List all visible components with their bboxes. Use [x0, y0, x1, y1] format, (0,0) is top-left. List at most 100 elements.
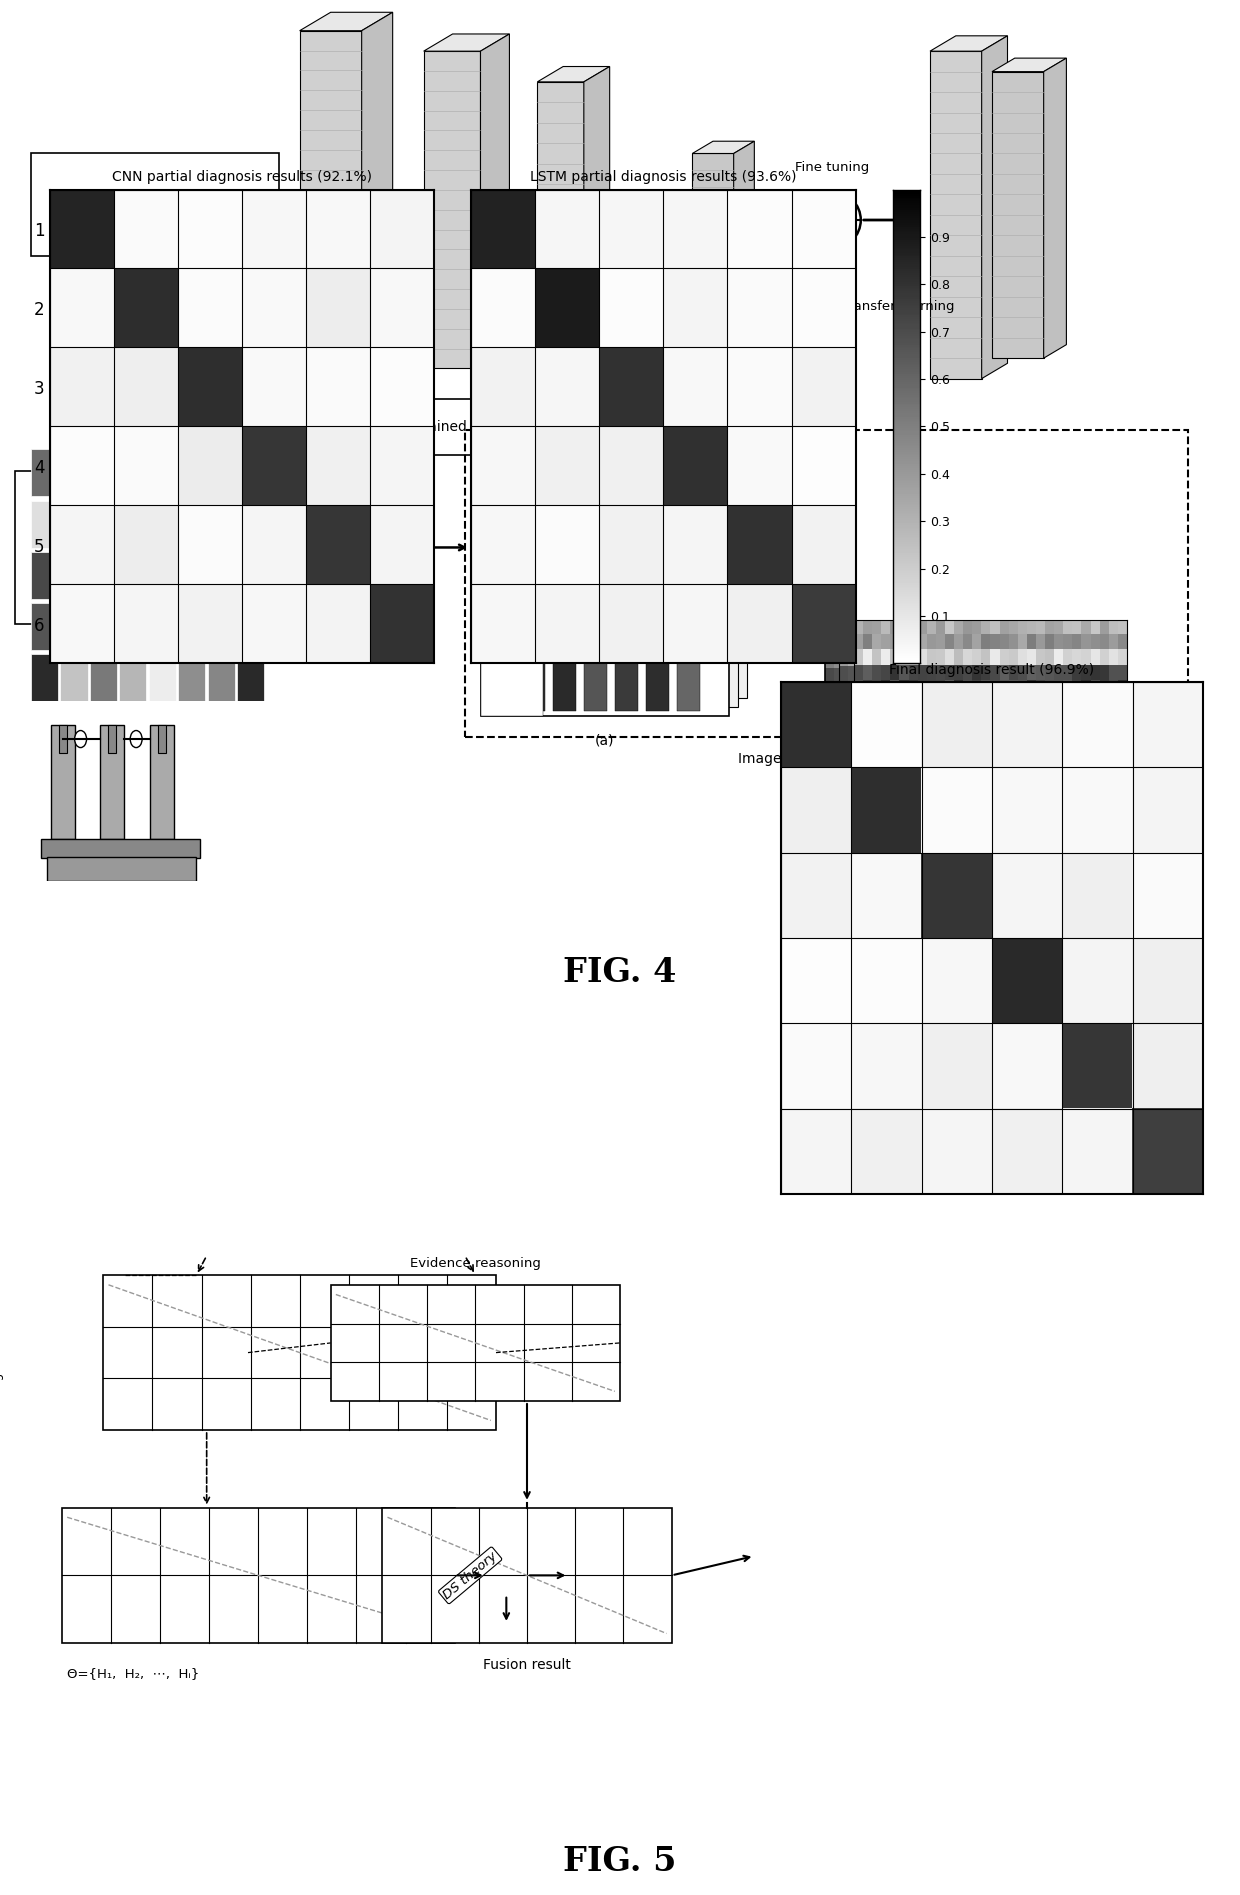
- Polygon shape: [300, 30, 362, 388]
- Bar: [490, 472, 738, 707]
- Bar: [149, 449, 176, 496]
- Polygon shape: [992, 72, 1044, 358]
- Title: LSTM partial diagnosis results (93.6%): LSTM partial diagnosis results (93.6%): [531, 171, 796, 184]
- Polygon shape: [930, 36, 1007, 51]
- Bar: [149, 654, 176, 701]
- Bar: [119, 449, 146, 496]
- Bar: [150, 724, 174, 838]
- Bar: [62, 1508, 455, 1643]
- Text: Pre-trained CNN model: Pre-trained CNN model: [391, 421, 549, 434]
- Text: Transformer oil
chromatogra-
phy analysis
instrument: Transformer oil chromatogra- phy analysi…: [79, 519, 169, 576]
- Polygon shape: [480, 34, 510, 368]
- Bar: [522, 565, 544, 711]
- Bar: [91, 500, 117, 548]
- Bar: [51, 724, 74, 838]
- Polygon shape: [362, 11, 393, 388]
- Text: Identification
framework: Identification framework: [0, 1537, 4, 1615]
- Bar: [179, 603, 206, 650]
- Text: Fusion result: Fusion result: [484, 1658, 570, 1671]
- Bar: [61, 551, 88, 599]
- Bar: [553, 531, 575, 711]
- Bar: [237, 603, 264, 650]
- Polygon shape: [982, 36, 1007, 379]
- Circle shape: [74, 731, 87, 747]
- Bar: [31, 603, 58, 650]
- Bar: [237, 449, 264, 496]
- Bar: [91, 654, 117, 701]
- Polygon shape: [424, 51, 480, 368]
- Polygon shape: [734, 142, 754, 286]
- Bar: [31, 153, 279, 256]
- Bar: [157, 726, 166, 754]
- Bar: [108, 726, 117, 754]
- Text: FIG. 5: FIG. 5: [563, 1844, 677, 1878]
- Bar: [91, 449, 117, 496]
- Polygon shape: [1044, 59, 1066, 358]
- Bar: [237, 500, 264, 548]
- Bar: [237, 551, 264, 599]
- Bar: [179, 449, 206, 496]
- Title: Final diagnosis result (96.9%): Final diagnosis result (96.9%): [889, 663, 1095, 677]
- Bar: [481, 635, 543, 716]
- Polygon shape: [300, 11, 393, 30]
- Text: Transfer learning: Transfer learning: [842, 301, 955, 313]
- Bar: [208, 500, 234, 548]
- Text: (b): (b): [884, 733, 904, 749]
- Text: FIG. 4: FIG. 4: [563, 955, 677, 989]
- Bar: [149, 551, 176, 599]
- Bar: [61, 449, 88, 496]
- Polygon shape: [692, 142, 754, 153]
- Polygon shape: [537, 81, 584, 328]
- Bar: [41, 838, 200, 858]
- Polygon shape: [424, 34, 510, 51]
- Bar: [100, 724, 124, 838]
- Text: Fine tuning: Fine tuning: [795, 161, 869, 174]
- Bar: [179, 551, 206, 599]
- Text: Common data set: Common data set: [87, 197, 223, 212]
- Polygon shape: [692, 153, 734, 286]
- Bar: [481, 635, 543, 716]
- Polygon shape: [584, 66, 610, 328]
- Bar: [498, 462, 746, 697]
- Bar: [119, 603, 146, 650]
- Bar: [295, 400, 646, 455]
- Text: Image processing of data: Image processing of data: [738, 752, 915, 766]
- Bar: [149, 500, 176, 548]
- Bar: [615, 584, 637, 711]
- Bar: [179, 654, 206, 701]
- Bar: [491, 517, 513, 711]
- Bar: [646, 551, 668, 711]
- Bar: [103, 1275, 496, 1431]
- Bar: [47, 857, 196, 881]
- Bar: [31, 500, 58, 548]
- Bar: [237, 654, 264, 701]
- Bar: [61, 500, 88, 548]
- Text: DS theory: DS theory: [440, 1548, 500, 1601]
- Bar: [119, 654, 146, 701]
- Bar: [382, 1508, 672, 1643]
- Bar: [584, 620, 606, 711]
- Text: Evidence reasoning: Evidence reasoning: [410, 1256, 541, 1270]
- Bar: [331, 1285, 620, 1400]
- Bar: [119, 500, 146, 548]
- Bar: [91, 603, 117, 650]
- Bar: [677, 639, 699, 711]
- Bar: [31, 449, 58, 496]
- Bar: [258, 502, 424, 599]
- Polygon shape: [537, 66, 610, 81]
- Bar: [208, 654, 234, 701]
- Polygon shape: [992, 59, 1066, 72]
- Bar: [61, 603, 88, 650]
- Bar: [91, 551, 117, 599]
- Bar: [61, 654, 88, 701]
- Text: Θ={H₁,  H₂,  ⋯,  Hᵢ}: Θ={H₁, H₂, ⋯, Hᵢ}: [67, 1668, 200, 1681]
- Text: (a): (a): [595, 733, 614, 749]
- Bar: [179, 500, 206, 548]
- Bar: [149, 603, 176, 650]
- Bar: [208, 449, 234, 496]
- Bar: [208, 603, 234, 650]
- Bar: [31, 654, 58, 701]
- Bar: [58, 726, 67, 754]
- Bar: [119, 551, 146, 599]
- Polygon shape: [930, 51, 982, 379]
